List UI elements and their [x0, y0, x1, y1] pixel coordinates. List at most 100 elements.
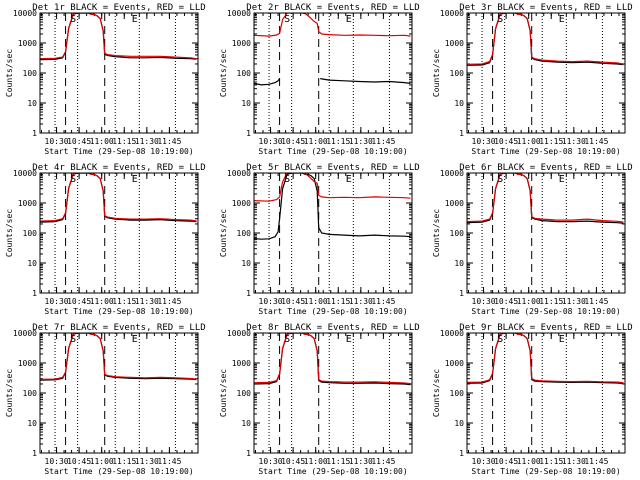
- y-tick-label: 100: [450, 389, 465, 398]
- y-tick-label: 10000: [13, 9, 37, 18]
- y-tick-label: 1: [459, 289, 464, 298]
- x-axis-label: Start Time (29-Sep-08 10:19:00): [258, 307, 407, 316]
- y-tick-label: 10: [241, 259, 251, 268]
- plot-frame: [39, 12, 199, 134]
- panel-title: Det 3r BLACK = Events, RED = LLD: [459, 3, 632, 13]
- y-tick-label: 10: [241, 99, 251, 108]
- x-tick-label: 11:00: [517, 137, 541, 146]
- series-line-events: [254, 173, 411, 240]
- detector-panel-6: Det 6r BLACK = Events, RED = LLD 1 10 100 10…: [432, 163, 633, 316]
- x-tick-label: 11:45: [371, 457, 395, 466]
- y-tick-label: 1: [32, 129, 37, 138]
- y-tick-label: 10: [241, 419, 251, 428]
- detector-panel-1: Det 1r BLACK = Events, RED = LLD 1 10 100 10…: [5, 3, 206, 156]
- y-tick-label: 1: [459, 129, 464, 138]
- series-line-events: [254, 78, 281, 86]
- x-axis-label: Start Time (29-Sep-08 10:19:00): [258, 467, 407, 476]
- y-tick-label: 1: [32, 289, 37, 298]
- x-tick-label: 11:45: [584, 137, 608, 146]
- x-tick-label: 11:45: [157, 297, 181, 306]
- marker-e: E: [346, 14, 352, 25]
- x-tick-label: 10:30: [259, 297, 283, 306]
- x-tick-label: 11:45: [584, 297, 608, 306]
- y-tick-label: 10: [27, 99, 37, 108]
- y-axis-label: Counts/sec: [219, 369, 228, 417]
- y-tick-label: 10000: [227, 9, 251, 18]
- x-tick-label: 11:30: [135, 297, 159, 306]
- x-tick-label: 10:30: [472, 457, 496, 466]
- y-tick-label: 1000: [232, 199, 251, 208]
- y-tick-label: 1000: [445, 199, 464, 208]
- x-tick-label: 11:45: [157, 137, 181, 146]
- x-axis-label: Start Time (29-Sep-08 10:19:00): [471, 307, 620, 316]
- panel-title: Det 5r BLACK = Events, RED = LLD: [246, 163, 419, 173]
- x-axis-label: Start Time (29-Sep-08 10:19:00): [44, 307, 193, 316]
- x-tick-label: 10:30: [472, 297, 496, 306]
- marker-s: S: [284, 174, 290, 185]
- marker-e: E: [559, 14, 565, 25]
- x-tick-label: 11:30: [349, 137, 373, 146]
- y-tick-label: 100: [23, 229, 38, 238]
- detector-panel-4: Det 4r BLACK = Events, RED = LLD 1 10 100 10…: [5, 163, 206, 316]
- marker-e: E: [559, 174, 565, 185]
- x-tick-label: 11:30: [562, 137, 586, 146]
- series-line-events: [320, 78, 411, 84]
- x-tick-label: 10:45: [281, 137, 305, 146]
- plot-frame: [466, 332, 626, 454]
- y-tick-label: 10: [27, 419, 37, 428]
- detector-panel-9: Det 9r BLACK = Events, RED = LLD 1 10 100 10…: [432, 323, 633, 476]
- y-axis-label: Counts/sec: [5, 49, 14, 97]
- x-tick-label: 10:30: [259, 137, 283, 146]
- series-line-lld: [254, 333, 411, 385]
- x-tick-label: 11:15: [326, 297, 350, 306]
- plot-frame: [39, 172, 199, 294]
- series-line-events: [40, 333, 197, 381]
- marker-s: S: [70, 14, 76, 25]
- x-tick-label: 11:45: [371, 137, 395, 146]
- x-tick-label: 10:45: [281, 457, 305, 466]
- series-line-lld: [467, 173, 624, 223]
- x-tick-label: 10:30: [45, 457, 69, 466]
- x-tick-label: 11:15: [326, 457, 350, 466]
- y-tick-label: 10: [454, 259, 464, 268]
- series-line-lld: [467, 13, 624, 65]
- x-axis-label: Start Time (29-Sep-08 10:19:00): [44, 467, 193, 476]
- series-line-events: [254, 333, 411, 386]
- plot-frame: [39, 332, 199, 454]
- detector-panel-7: Det 7r BLACK = Events, RED = LLD 1 10 100 10…: [5, 323, 206, 476]
- y-tick-label: 100: [237, 69, 252, 78]
- x-axis-label: Start Time (29-Sep-08 10:19:00): [471, 467, 620, 476]
- x-tick-label: 10:30: [45, 137, 69, 146]
- x-tick-label: 11:00: [304, 457, 328, 466]
- x-tick-label: 11:45: [584, 457, 608, 466]
- plot-frame: [253, 332, 413, 454]
- series-line-lld: [40, 333, 197, 380]
- x-tick-label: 11:30: [562, 457, 586, 466]
- y-tick-label: 1: [246, 289, 251, 298]
- x-tick-label: 11:45: [371, 297, 395, 306]
- y-tick-label: 100: [23, 69, 38, 78]
- x-tick-label: 10:45: [67, 297, 91, 306]
- x-tick-label: 11:00: [304, 137, 328, 146]
- x-axis-label: Start Time (29-Sep-08 10:19:00): [44, 147, 193, 156]
- x-tick-label: 11:00: [90, 457, 114, 466]
- x-tick-label: 10:30: [259, 457, 283, 466]
- x-tick-label: 11:15: [539, 457, 563, 466]
- x-tick-label: 11:15: [112, 137, 136, 146]
- y-tick-label: 1000: [445, 39, 464, 48]
- series-line-lld: [40, 13, 197, 60]
- y-tick-label: 10000: [13, 329, 37, 338]
- series-line-events: [40, 13, 197, 61]
- marker-s: S: [284, 334, 290, 345]
- detector-panel-3: Det 3r BLACK = Events, RED = LLD 1 10 100 10…: [432, 3, 633, 156]
- marker-s: S: [70, 334, 76, 345]
- y-axis-label: Counts/sec: [5, 369, 14, 417]
- y-tick-label: 1000: [18, 199, 37, 208]
- marker-s: S: [497, 14, 503, 25]
- panel-title: Det 2r BLACK = Events, RED = LLD: [246, 3, 419, 13]
- x-tick-label: 11:00: [517, 457, 541, 466]
- x-tick-label: 10:45: [494, 457, 518, 466]
- y-tick-label: 1: [459, 449, 464, 458]
- y-tick-label: 100: [450, 69, 465, 78]
- x-tick-label: 11:15: [326, 137, 350, 146]
